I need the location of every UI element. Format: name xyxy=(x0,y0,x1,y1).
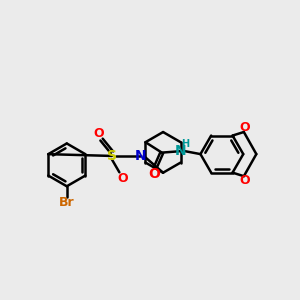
Text: H: H xyxy=(182,139,190,149)
Text: N: N xyxy=(134,149,146,163)
Text: S: S xyxy=(107,149,117,163)
Text: O: O xyxy=(240,121,250,134)
Text: O: O xyxy=(117,172,128,185)
Text: O: O xyxy=(148,167,160,181)
Text: O: O xyxy=(93,127,104,140)
Text: O: O xyxy=(240,174,250,187)
Text: Br: Br xyxy=(59,196,75,209)
Text: N: N xyxy=(174,144,186,158)
